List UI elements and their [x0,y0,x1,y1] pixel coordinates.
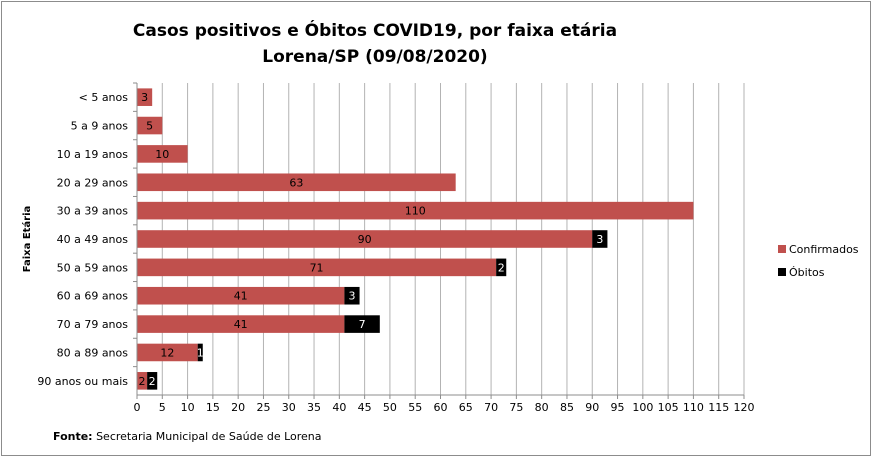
chart-title: Casos positivos e Óbitos COVID19, por fa… [133,19,617,41]
x-tick-label: 55 [408,401,422,414]
x-tick-label: 40 [332,401,346,414]
x-tick-label: 5 [159,401,166,414]
x-tick-label: 80 [535,401,549,414]
legend-label: Confirmados [789,243,859,256]
bar-confirmados [137,286,345,305]
x-tick-label: 95 [611,401,625,414]
data-label-obitos: 1 [197,346,204,359]
bar-obitos [147,372,158,390]
y-tick-label: 90 anos ou mais [37,375,128,388]
data-label-confirmados: 10 [155,148,169,161]
axes [136,83,744,396]
legend-swatch [778,268,786,276]
bar-confirmados [137,88,153,106]
x-tick-label: 90 [585,401,599,414]
y-tick-label: 60 a 69 anos [57,290,129,303]
x-tick-label: 65 [459,401,473,414]
x-tick-label: 115 [708,401,729,414]
data-label-obitos: 3 [596,233,603,246]
bar-confirmados [137,315,345,333]
y-tick-labels: < 5 anos 5 a 9 anos 10 a 19 anos 20 a 29 an… [37,91,128,388]
x-tick-label: 50 [383,401,397,414]
bar-obitos [344,286,360,305]
data-label-confirmados: 2 [139,375,146,388]
data-label-obitos: 7 [359,318,366,331]
bar-confirmados [137,258,497,277]
y-tick-label: 20 a 29 anos [57,176,129,189]
bar-obitos [496,258,507,277]
y-tick-label: 40 a 49 anos [57,233,129,246]
x-tick-label: 120 [734,401,755,414]
data-label-confirmados: 41 [234,318,248,331]
y-tick-label: 30 a 39 anos [57,205,129,218]
y-tick-label: 50 a 59 anos [57,261,129,274]
y-tick-label: < 5 anos [79,91,129,104]
data-label-confirmados: 3 [141,91,148,104]
x-tick-label: 85 [560,401,574,414]
y-tick-label: 80 a 89 anos [57,346,129,359]
data-label-confirmados: 12 [160,346,174,359]
bar-obitos [197,343,203,362]
x-tick-label: 0 [134,401,141,414]
data-label-confirmados: 110 [405,205,426,218]
source-note: Fonte: Secretaria Municipal de Saúde de … [53,430,322,443]
source-label: Fonte: [53,430,93,443]
data-label-confirmados: 90 [358,233,372,246]
x-tick-label: 10 [181,401,195,414]
x-tick-label: 25 [256,401,270,414]
x-tick-label: 60 [434,401,448,414]
data-label-obitos: 3 [348,290,355,303]
x-tick-label: 105 [658,401,679,414]
x-tick-label: 110 [683,401,704,414]
bar-confirmados [137,116,163,135]
data-label-obitos: 2 [498,261,505,274]
x-tick-label: 35 [307,401,321,414]
data-label-confirmados: 41 [234,290,248,303]
bar-confirmados [137,201,694,220]
data-label-confirmados: 71 [310,261,324,274]
data-label-confirmados: 63 [289,176,303,189]
chart-subtitle: Lorena/SP (09/08/2020) [262,47,487,67]
x-tick-label: 30 [282,401,296,414]
bar-confirmados [137,343,198,362]
data-label-obitos: 2 [149,375,156,388]
bar-confirmados [137,230,593,248]
data-label-confirmados: 5 [146,120,153,133]
bar-confirmados [137,173,456,192]
y-tick-label: 70 a 79 anos [57,318,129,331]
legend-label: Óbitos [789,266,825,279]
bar-confirmados [137,145,188,163]
bar-obitos [344,315,380,333]
bar-obitos [592,230,608,248]
y-tick-label: 10 a 19 anos [57,148,129,161]
legend-swatch [778,245,786,253]
source-text: Secretaria Municipal de Saúde de Lorena [92,430,322,443]
x-tick-labels: 0 5 10 15 20 25 30 35 40 45 50 55 60 65 70 75 80 85 90 95 10… [134,401,755,414]
x-tick-label: 20 [231,401,245,414]
y-tick-label: 5 a 9 anos [71,120,129,133]
legend: Confirmados Óbitos [778,243,859,279]
bar-confirmados [137,372,148,390]
x-tick-label: 45 [358,401,372,414]
x-tick-label: 100 [632,401,653,414]
x-tick-label: 70 [484,401,498,414]
x-tick-label: 75 [509,401,523,414]
x-tick-label: 15 [206,401,220,414]
y-axis-title: Faixa Etária [21,206,33,273]
